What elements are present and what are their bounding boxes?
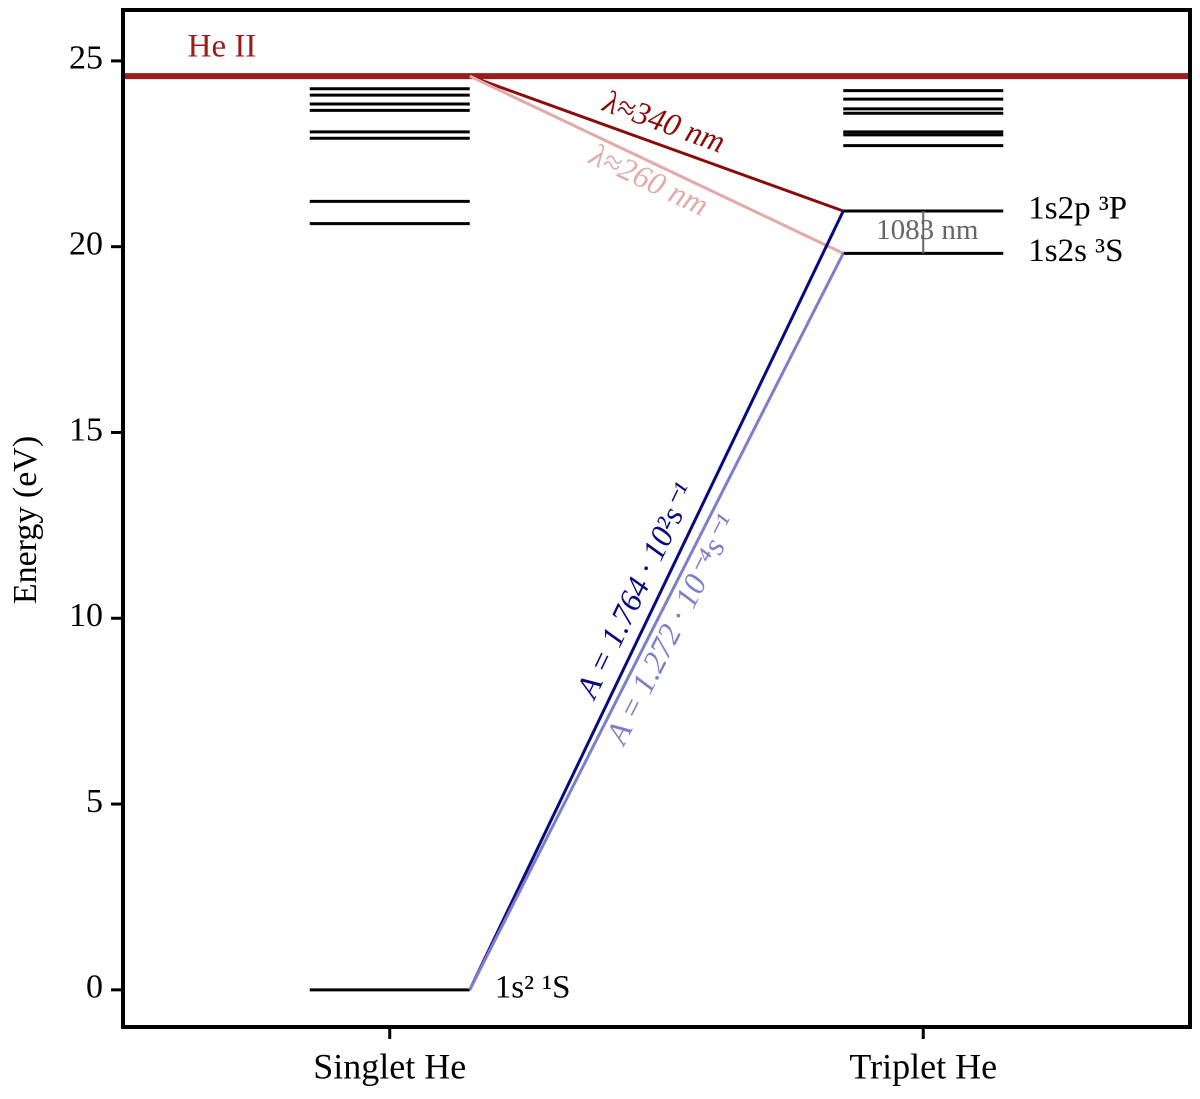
y-tick-label: 20 [69, 225, 103, 262]
transition-line [468, 210, 845, 991]
level-label: 1s2s ³S [1028, 233, 1123, 269]
y-tick-label: 0 [86, 969, 103, 1006]
transition-line [468, 252, 845, 991]
y-tick-label: 15 [69, 411, 103, 448]
ionization-label: He II [188, 29, 257, 65]
y-tick-label: 25 [69, 40, 103, 77]
y-axis-label: Energy (eV) [7, 436, 44, 604]
level-label: 1s² ¹S [495, 969, 571, 1005]
y-tick-label: 5 [86, 783, 103, 820]
transition-line [469, 74, 844, 255]
x-tick-label: Singlet He [313, 1046, 466, 1086]
plot-frame [121, 8, 1192, 1029]
transition-line [469, 74, 844, 213]
level-label: 1s2p ³P [1028, 191, 1127, 227]
x-tick-label: Triplet He [849, 1046, 997, 1086]
annotation-label: 1083 nm [876, 214, 979, 246]
y-tick-label: 10 [69, 597, 103, 634]
